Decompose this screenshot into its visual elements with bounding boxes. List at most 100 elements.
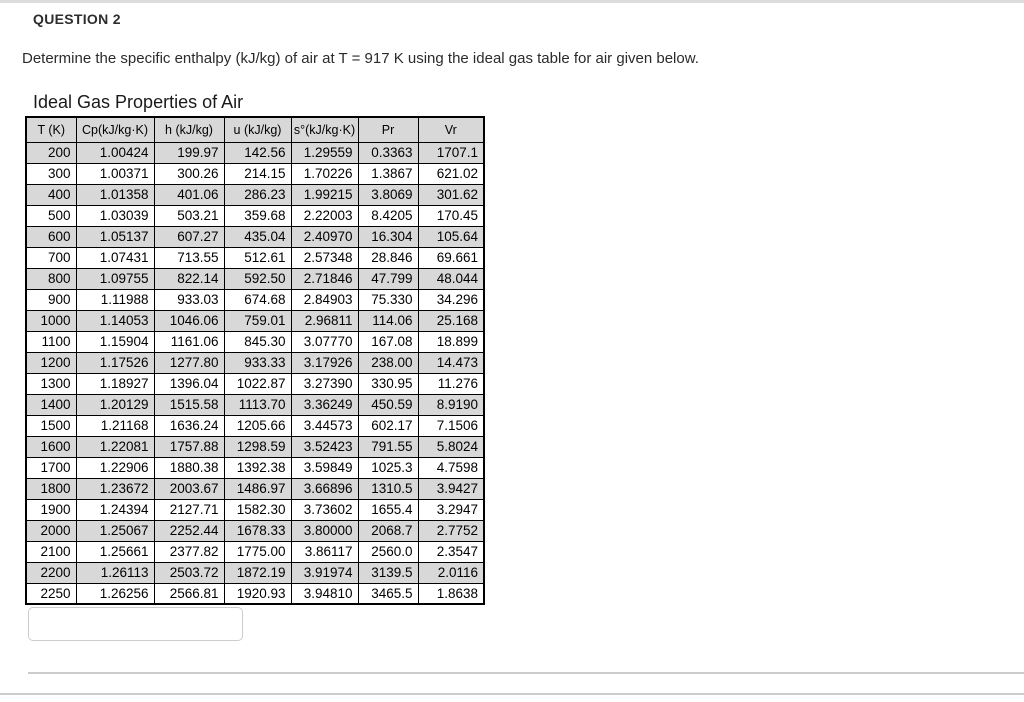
table-cell: 2.71846 [290,267,359,290]
table-cell: 214.15 [223,162,292,185]
table-cell: 286.23 [223,183,292,206]
table-cell: 301.62 [417,183,485,206]
table-cell: 3.27390 [290,372,359,395]
table-cell: 3.36249 [290,393,359,416]
table-cell: 1.03039 [75,204,155,227]
table-cell: 2503.72 [153,561,225,584]
table-row: 700 1.07431 713.55 512.61 2.57348 28.846 69.66… [25,246,485,269]
col-header-vr: Vr [417,116,485,143]
table-cell: 607.27 [153,225,225,248]
table-cell: 1.20129 [75,393,155,416]
table-row: 2200 1.26113 2503.72 1872.19 3.91974 3139.5 2.… [25,561,485,584]
table-cell: 592.50 [223,267,292,290]
table-row: 1800 1.23672 2003.67 1486.97 3.66896 1310.5 3.… [25,477,485,500]
table-cell: 2068.7 [357,519,419,542]
table-cell: 1.00424 [75,141,155,164]
table-cell: 0.3363 [357,141,419,164]
table-cell: 105.64 [417,225,485,248]
table-cell: 2.96811 [290,309,359,332]
footer-divider [0,693,1024,695]
table-cell: 1655.4 [357,498,419,521]
question-section-divider [28,672,1024,674]
table-header-row: T (K) Cp(kJ/kg·K) h (kJ/kg) u (kJ/kg) s°… [25,116,485,143]
table-cell: 1515.58 [153,393,225,416]
table-cell: 1.22081 [75,435,155,458]
table-cell: 1.29559 [290,141,359,164]
answer-input[interactable] [28,607,243,641]
table-row: 500 1.03039 503.21 359.68 2.22003 8.4205 170.4… [25,204,485,227]
table-row: 2000 1.25067 2252.44 1678.33 3.80000 2068.7 2.… [25,519,485,542]
table-cell: 2000 [25,519,77,542]
table-cell: 1.18927 [75,372,155,395]
table-row: 600 1.05137 607.27 435.04 2.40970 16.304 105.6… [25,225,485,248]
table-cell: 1200 [25,351,77,374]
table-cell: 503.21 [153,204,225,227]
table-cell: 3.17926 [290,351,359,374]
table-cell: 47.799 [357,267,419,290]
table-cell: 1707.1 [417,141,485,164]
table-cell: 500 [25,204,77,227]
table-row: 1400 1.20129 1515.58 1113.70 3.36249 450.59 8.… [25,393,485,416]
table-cell: 170.45 [417,204,485,227]
table-row: 2250 1.26256 2566.81 1920.93 3.94810 3465.5 1.… [25,582,485,605]
table-cell: 2.40970 [290,225,359,248]
table-cell: 2200 [25,561,77,584]
table-cell: 822.14 [153,267,225,290]
table-cell: 3.59849 [290,456,359,479]
table-cell: 1775.00 [223,540,292,563]
table-cell: 1678.33 [223,519,292,542]
table-cell: 2560.0 [357,540,419,563]
table-cell: 1.24394 [75,498,155,521]
table-cell: 2566.81 [153,582,225,605]
table-cell: 1205.66 [223,414,292,437]
table-cell: 1.8638 [417,582,485,605]
table-cell: 3.9427 [417,477,485,500]
table-cell: 16.304 [357,225,419,248]
table-cell: 200 [25,141,77,164]
col-header-enthalpy: h (kJ/kg) [153,116,225,143]
table-cell: 713.55 [153,246,225,269]
table-cell: 1.05137 [75,225,155,248]
col-header-entropy: s°(kJ/kg·K) [290,116,359,143]
table-cell: 1582.30 [223,498,292,521]
table-cell: 3.2947 [417,498,485,521]
table-cell: 28.846 [357,246,419,269]
table-cell: 1636.24 [153,414,225,437]
table-cell: 3.80000 [290,519,359,542]
table-cell: 3.07770 [290,330,359,353]
col-header-internal-energy: u (kJ/kg) [223,116,292,143]
question-text: Determine the specific enthalpy (kJ/kg) … [22,50,699,67]
table-row: 2100 1.25661 2377.82 1775.00 3.86117 2560.0 2.… [25,540,485,563]
table-cell: 1.21168 [75,414,155,437]
table-cell: 435.04 [223,225,292,248]
table-cell: 1.01358 [75,183,155,206]
table-cell: 8.4205 [357,204,419,227]
table-cell: 3.94810 [290,582,359,605]
table-cell: 1.26113 [75,561,155,584]
table-cell: 1277.80 [153,351,225,374]
table-cell: 3.8069 [357,183,419,206]
table-cell: 1025.3 [357,456,419,479]
table-cell: 1.25067 [75,519,155,542]
table-cell: 300 [25,162,77,185]
table-cell: 69.661 [417,246,485,269]
table-cell: 1880.38 [153,456,225,479]
table-cell: 900 [25,288,77,311]
table-row: 300 1.00371 300.26 214.15 1.70226 1.3867 621.0… [25,162,485,185]
question-label: QUESTION 2 [33,11,121,27]
table-cell: 1500 [25,414,77,437]
table-row: 1200 1.17526 1277.80 933.33 3.17926 238.00 14.… [25,351,485,374]
table-cell: 2.3547 [417,540,485,563]
table-cell: 845.30 [223,330,292,353]
table-cell: 2003.67 [153,477,225,500]
table-cell: 621.02 [417,162,485,185]
table-cell: 1.07431 [75,246,155,269]
table-cell: 142.56 [223,141,292,164]
table-row: 1500 1.21168 1636.24 1205.66 3.44573 602.17 7.… [25,414,485,437]
table-cell: 3.66896 [290,477,359,500]
table-cell: 1396.04 [153,372,225,395]
table-cell: 401.06 [153,183,225,206]
table-cell: 400 [25,183,77,206]
table-cell: 75.330 [357,288,419,311]
table-cell: 1100 [25,330,77,353]
